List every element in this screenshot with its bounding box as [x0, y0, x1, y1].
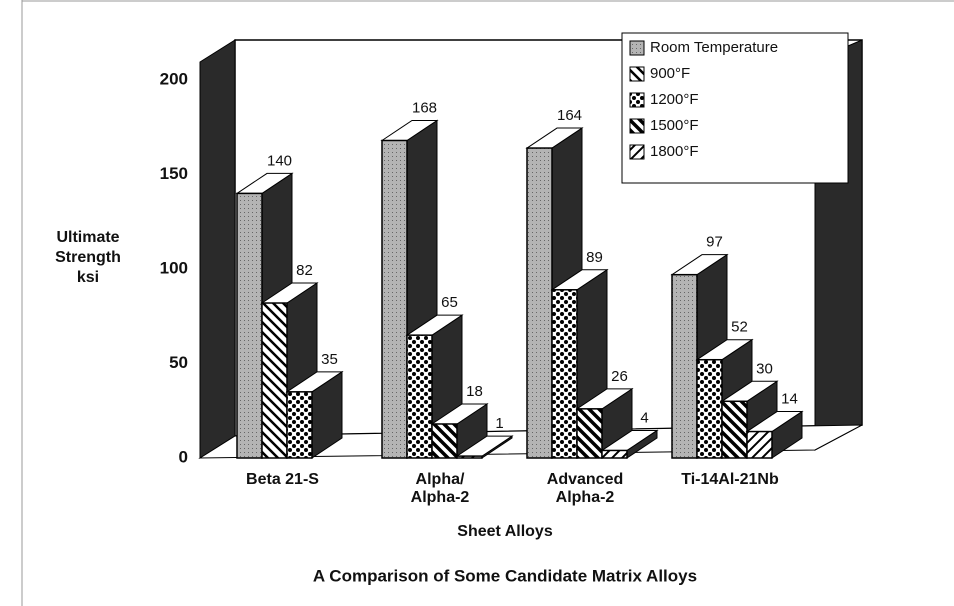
value-label: 18 — [466, 383, 483, 400]
legend-label: 1800°F — [650, 143, 699, 160]
x-tick-label: Advanced Alpha-2 — [547, 471, 623, 506]
y-axis-label-line: Strength — [55, 249, 121, 266]
x-tick-label-line: Advanced — [547, 471, 623, 488]
bar — [236, 192, 263, 459]
y-tick-label: 100 — [160, 258, 188, 277]
y-tick-label: 150 — [160, 164, 188, 183]
bar — [406, 334, 433, 459]
bar — [551, 289, 578, 459]
x-tick-label-line: Alpha-2 — [411, 489, 470, 506]
legend-label: Room Temperature — [650, 39, 778, 56]
value-label: 14 — [781, 391, 798, 408]
value-label: 82 — [296, 262, 313, 279]
legend-swatch — [629, 144, 645, 160]
bar — [456, 455, 483, 459]
bar — [381, 139, 408, 459]
value-label: 26 — [611, 368, 628, 385]
value-label: 65 — [441, 294, 458, 311]
legend-label: 1200°F — [650, 91, 699, 108]
value-label: 4 — [640, 409, 648, 426]
x-axis-label: Sheet Alloys — [457, 523, 553, 540]
bar — [576, 408, 603, 459]
y-tick-label: 50 — [169, 353, 188, 372]
bar — [431, 423, 458, 459]
value-label: 168 — [412, 99, 437, 116]
x-tick-label: Beta 21-S — [246, 471, 319, 488]
y-axis-label: Ultimate Strength ksi — [55, 229, 121, 286]
value-label: 30 — [756, 360, 773, 377]
legend-swatch — [629, 40, 645, 56]
x-tick-label-line: Beta 21-S — [246, 471, 319, 488]
y-axis-label-line: ksi — [77, 269, 99, 286]
bar — [696, 358, 723, 459]
x-tick-label: Alpha/Alpha-2 — [411, 471, 470, 506]
bar — [286, 391, 313, 459]
bar — [261, 302, 288, 459]
legend-label: 900°F — [650, 65, 690, 82]
legend-swatch — [629, 118, 645, 134]
x-tick-label: Ti-14Al-21Nb — [681, 471, 779, 488]
value-label: 52 — [731, 319, 748, 336]
legend — [621, 32, 849, 184]
value-label: 1 — [495, 415, 503, 432]
y-tick-label: 0 — [179, 447, 188, 466]
y-tick-label: 200 — [160, 69, 188, 88]
value-label: 97 — [706, 234, 723, 251]
legend-swatch — [629, 66, 645, 82]
bar — [746, 430, 773, 459]
value-label: 164 — [557, 107, 582, 124]
value-label: 89 — [586, 249, 603, 266]
chart-title: A Comparison of Some Candidate Matrix Al… — [313, 566, 697, 585]
bar — [671, 273, 698, 459]
y-axis-label-line: Ultimate — [56, 229, 119, 246]
value-label: 140 — [267, 152, 292, 169]
x-tick-label-line: Ti-14Al-21Nb — [681, 471, 779, 488]
legend-swatch — [629, 92, 645, 108]
value-label: 35 — [321, 351, 338, 368]
x-tick-label-line: Alpha-2 — [556, 489, 615, 506]
legend-label: 1500°F — [650, 117, 699, 134]
bar — [601, 449, 628, 459]
bar — [526, 147, 553, 459]
bar — [721, 400, 748, 459]
left-wall — [199, 39, 236, 459]
x-tick-label-line: Alpha/ — [416, 471, 465, 488]
